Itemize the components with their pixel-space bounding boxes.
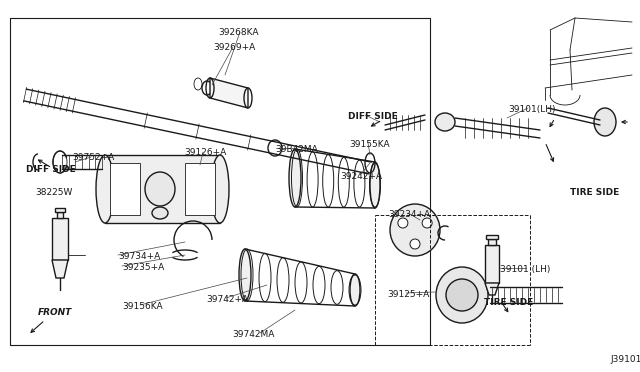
Ellipse shape <box>390 204 440 256</box>
Text: FRONT: FRONT <box>38 308 72 317</box>
Polygon shape <box>57 212 63 218</box>
Text: 39156KA: 39156KA <box>122 302 163 311</box>
Text: 39742+A: 39742+A <box>206 295 248 304</box>
Ellipse shape <box>422 218 432 228</box>
Polygon shape <box>55 208 65 212</box>
Ellipse shape <box>410 239 420 249</box>
Text: TIRE SIDE: TIRE SIDE <box>570 188 620 197</box>
Ellipse shape <box>145 172 175 206</box>
Text: 39752+A: 39752+A <box>72 153 115 162</box>
Ellipse shape <box>152 207 168 219</box>
Text: 38225W: 38225W <box>35 188 72 197</box>
Polygon shape <box>52 218 68 260</box>
Text: DIFF SIDE: DIFF SIDE <box>348 112 397 121</box>
Ellipse shape <box>370 162 380 208</box>
Ellipse shape <box>211 155 229 223</box>
Text: 39125+A: 39125+A <box>387 290 429 299</box>
Polygon shape <box>210 78 248 108</box>
Polygon shape <box>52 260 68 278</box>
Text: 39235+A: 39235+A <box>122 263 164 272</box>
Polygon shape <box>485 245 499 283</box>
Text: TIRE SIDE: TIRE SIDE <box>484 298 533 307</box>
Text: 39B42MA: 39B42MA <box>275 145 317 154</box>
Ellipse shape <box>96 155 114 223</box>
Ellipse shape <box>239 249 251 301</box>
Text: 39126+A: 39126+A <box>184 148 227 157</box>
Ellipse shape <box>594 108 616 136</box>
Text: 39155KA: 39155KA <box>349 140 390 149</box>
Polygon shape <box>486 235 498 239</box>
Polygon shape <box>538 8 635 185</box>
Ellipse shape <box>435 113 455 131</box>
Polygon shape <box>488 239 496 245</box>
Bar <box>185 163 215 215</box>
Text: 39268KA: 39268KA <box>218 28 259 37</box>
Text: 39101 (LH): 39101 (LH) <box>500 265 550 274</box>
Text: 39734+A: 39734+A <box>118 252 160 261</box>
Text: DIFF SIDE: DIFF SIDE <box>26 165 76 174</box>
Ellipse shape <box>350 274 360 306</box>
Polygon shape <box>485 283 499 295</box>
Text: 39269+A: 39269+A <box>213 43 255 52</box>
Ellipse shape <box>436 267 488 323</box>
Text: 39234+A: 39234+A <box>388 210 430 219</box>
Text: 39101(LH): 39101(LH) <box>508 105 556 114</box>
Bar <box>110 163 140 215</box>
Text: J39101SS: J39101SS <box>610 355 640 364</box>
Ellipse shape <box>398 218 408 228</box>
Polygon shape <box>105 155 220 223</box>
Text: 39742MA: 39742MA <box>232 330 275 339</box>
Text: 39242+A: 39242+A <box>340 172 382 181</box>
Ellipse shape <box>289 149 301 207</box>
Ellipse shape <box>446 279 478 311</box>
